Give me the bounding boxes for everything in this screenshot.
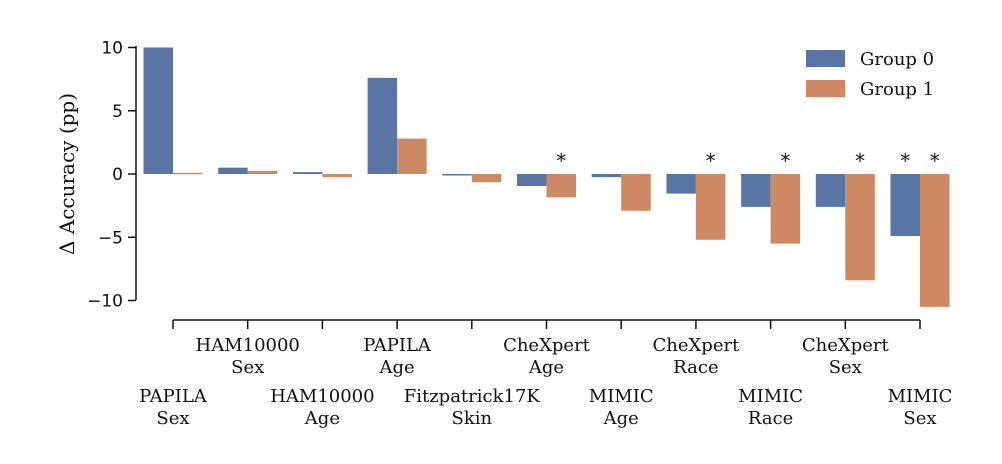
y-tick-label: −5 xyxy=(98,228,123,248)
bar-group-0-3 xyxy=(367,77,398,174)
x-tick-label: Sex xyxy=(903,408,936,429)
bar-group-0-8 xyxy=(741,174,771,207)
y-tick-label: −10 xyxy=(87,292,123,312)
significance-marker: * xyxy=(900,149,910,173)
bar-group-0-5 xyxy=(517,174,547,187)
x-tick-label: PAPILA xyxy=(139,386,208,407)
x-tick-label: CheXpert xyxy=(652,335,740,356)
bar-group-0-9 xyxy=(815,174,846,207)
bar-group-1-3 xyxy=(397,138,427,174)
x-tick-label: Race xyxy=(673,357,718,378)
bar-group-1-8 xyxy=(770,174,801,244)
bars xyxy=(143,47,950,307)
x-tick-label: Age xyxy=(304,408,340,429)
y-axis-label: Δ Accuracy (pp) xyxy=(55,93,79,255)
x-tick-label: Sex xyxy=(829,357,862,378)
legend-label: Group 1 xyxy=(860,79,934,100)
legend: Group 0 Group 1 xyxy=(806,49,934,100)
y-tick-label: 5 xyxy=(112,102,123,122)
bar-group-0-10 xyxy=(890,174,920,236)
bar-group-0-2 xyxy=(292,172,323,174)
bar-group-1-1 xyxy=(247,170,278,174)
y-tick-label: 0 xyxy=(112,165,123,185)
y-tick-label: 10 xyxy=(101,39,123,59)
bar-group-1-5 xyxy=(546,174,576,198)
x-tick-label: Skin xyxy=(452,408,493,429)
x-tick-label: Race xyxy=(748,408,793,429)
x-tick-label: MIMIC xyxy=(738,386,803,407)
x-tick-label: Age xyxy=(528,357,564,378)
x-tick-label: MIMIC xyxy=(589,386,654,407)
significance-marker: * xyxy=(930,149,940,173)
x-tick-label: Sex xyxy=(156,408,189,429)
bar-group-1-10 xyxy=(920,174,950,307)
bar-group-0-1 xyxy=(218,167,248,174)
x-tick-label: Fitzpatrick17K xyxy=(404,386,541,407)
x-tick-label: MIMIC xyxy=(888,386,953,407)
x-tick-label: HAM10000 xyxy=(270,386,374,407)
y-axis-ticks: −10 −5 0 5 10 xyxy=(87,39,136,312)
bar-group-1-9 xyxy=(845,174,875,281)
significance-marker: * xyxy=(780,149,790,173)
significance-marker: * xyxy=(706,149,716,173)
bar-group-0-6 xyxy=(591,174,622,178)
x-tick-label: PAPILA xyxy=(363,335,432,356)
x-tick-label: Age xyxy=(379,357,415,378)
x-tick-label: Age xyxy=(603,408,639,429)
significance-marker: * xyxy=(556,149,566,173)
bar-group-1-2 xyxy=(322,174,352,178)
bar-group-0-4 xyxy=(442,174,472,176)
legend-label: Group 0 xyxy=(860,49,934,70)
bar-group-1-0 xyxy=(173,172,203,175)
bar-group-0-7 xyxy=(666,174,696,194)
x-axis-ticks: PAPILASexHAM10000SexHAM10000AgePAPILAAge… xyxy=(139,320,952,429)
x-tick-label: Sex xyxy=(231,357,264,378)
x-tick-label: HAM10000 xyxy=(196,335,300,356)
bar-group-1-4 xyxy=(471,174,502,183)
significance-markers: * * * * * * xyxy=(556,149,940,173)
x-tick-label: CheXpert xyxy=(503,335,591,356)
bar-group-0-0 xyxy=(143,47,173,174)
legend-swatch xyxy=(806,50,845,67)
legend-swatch xyxy=(806,80,845,97)
bar-group-1-7 xyxy=(695,174,726,240)
x-tick-label: CheXpert xyxy=(802,335,890,356)
bar-group-1-6 xyxy=(621,174,651,211)
significance-marker: * xyxy=(855,149,865,173)
